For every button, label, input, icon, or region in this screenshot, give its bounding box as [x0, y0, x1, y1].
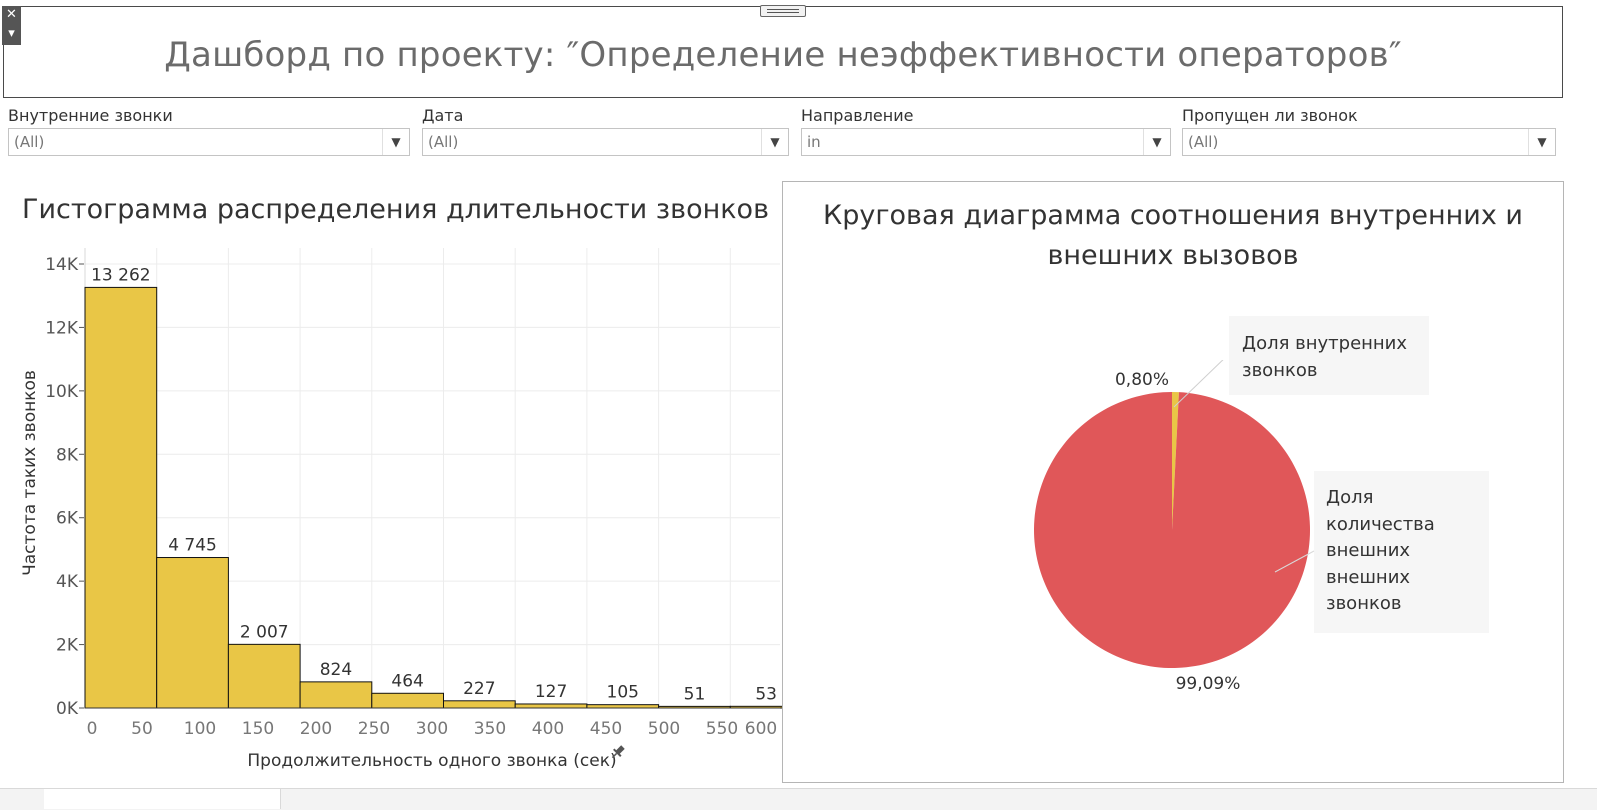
chevron-down-icon[interactable]: ▼ [1143, 129, 1170, 155]
histogram-bar[interactable] [371, 692, 444, 709]
y-tick-label: 14K [45, 255, 79, 275]
pie-percent-label: 0,80% [1115, 370, 1169, 390]
callout-line: Доля внутренних [1242, 333, 1408, 354]
bar-value-label: 464 [391, 671, 423, 691]
bar-value-label: 13 262 [91, 265, 150, 285]
chevron-down-icon[interactable]: ▼ [1528, 129, 1555, 155]
y-tick-label: 8K [56, 445, 79, 465]
filter-date: Дата (All) ▼ [422, 104, 789, 156]
callout-line: внешних [1326, 540, 1411, 561]
sheet-tab[interactable] [184, 789, 217, 809]
filter-internal-calls: Внутренние звонки (All) ▼ [8, 104, 410, 156]
bar-value-label: 105 [607, 683, 639, 703]
dashboard-title-box: Дашборд по проекту: ″Определение неэффек… [3, 6, 1563, 98]
x-tick-label: 350 [474, 719, 506, 739]
leader-line [1173, 360, 1224, 408]
y-tick-label: 4K [56, 572, 79, 592]
x-tick-label: 600 [745, 719, 777, 739]
histogram-bar[interactable] [299, 681, 373, 709]
x-tick-label: 550 [706, 719, 738, 739]
histogram-bar[interactable] [84, 286, 158, 709]
x-tick-label: 500 [648, 719, 680, 739]
leader-line [1274, 550, 1315, 573]
callout-line: внешних [1326, 566, 1411, 588]
pie-title: Круговая диаграмма соотношения внутренни… [783, 196, 1563, 276]
pie-title-line: Круговая диаграмма соотношения внутренни… [823, 200, 1523, 231]
callout-line: звонков [1242, 360, 1318, 381]
callout-line: звонков [1326, 593, 1402, 614]
callout-line: количества [1326, 513, 1435, 535]
filter-label: Внутренние звонки [8, 106, 173, 125]
drag-handle-icon[interactable] [760, 5, 806, 17]
filter-label: Пропущен ли звонок [1182, 106, 1358, 125]
x-tick-label: 400 [532, 719, 564, 739]
histogram-title: Гистограмма распределения длительности з… [22, 194, 769, 225]
filter-value: (All) [1188, 133, 1219, 151]
filter-value: (All) [14, 133, 45, 151]
y-tick-label: 10K [45, 382, 79, 402]
histogram-bar[interactable] [156, 557, 229, 709]
filter-label: Направление [801, 106, 914, 125]
bar-value-label: 227 [463, 679, 495, 699]
callout-external: Доля количества внешних внешних звонков [1314, 471, 1489, 633]
filter-value: (All) [428, 133, 459, 151]
dashboard-title: Дашборд по проекту: ″Определение неэффек… [164, 35, 1402, 75]
y-axis-label: Частота таких звонков [20, 370, 40, 576]
histogram-bar[interactable] [514, 703, 588, 709]
filter-internal-calls-select[interactable]: (All) ▼ [8, 128, 410, 156]
filter-date-select[interactable]: (All) ▼ [422, 128, 789, 156]
close-icon[interactable]: ✕ [6, 7, 17, 22]
x-tick-label: 250 [358, 719, 390, 739]
x-tick-label: 150 [242, 719, 274, 739]
filter-direction-select[interactable]: in ▼ [801, 128, 1171, 156]
pie-title-line: внешних вызовов [1047, 240, 1299, 271]
x-tick-label: 0 [87, 719, 98, 739]
pie-chart[interactable]: 0,80% 99,09% [1000, 360, 1330, 700]
bar-value-label: 4 745 [168, 536, 217, 556]
callout-internal: Доля внутренних звонков [1229, 316, 1429, 395]
x-axis-label: Продолжительность одного звонка (сек) [247, 751, 616, 771]
chevron-down-icon[interactable]: ▼ [761, 129, 788, 155]
x-tick-label: 200 [300, 719, 332, 739]
filter-direction: Направление in ▼ [801, 104, 1171, 156]
pie-slice[interactable] [1034, 392, 1310, 668]
filter-value: in [807, 133, 821, 151]
pin-icon[interactable] [609, 744, 627, 762]
pie-panel: Круговая диаграмма соотношения внутренни… [782, 181, 1564, 783]
x-tick-label: 100 [184, 719, 216, 739]
y-tick-label: 0K [56, 699, 79, 719]
filter-missed-select[interactable]: (All) ▼ [1182, 128, 1556, 156]
bottom-tab-bar [0, 788, 1597, 810]
histogram-bar[interactable] [443, 700, 516, 709]
y-tick-label: 6K [56, 509, 79, 529]
histogram-bar[interactable] [227, 643, 301, 709]
sheet-tab[interactable] [216, 789, 249, 809]
filter-label: Дата [422, 106, 464, 125]
container-controls[interactable]: ✕ ▾ [2, 6, 21, 45]
bar-value-label: 2 007 [240, 622, 289, 642]
histogram-chart[interactable]: 13 262 4 745 2 007 824 464 227 127 105 51 53 0K 2K… [0, 240, 782, 785]
menu-dropdown-icon[interactable]: ▾ [8, 26, 15, 41]
x-tick-label: 50 [131, 719, 153, 739]
filter-missed: Пропущен ли звонок (All) ▼ [1182, 104, 1556, 156]
y-tick-label: 12K [45, 318, 79, 338]
bar-value-label: 51 [684, 684, 706, 704]
sheet-tab[interactable] [44, 789, 185, 809]
x-tick-label: 300 [416, 719, 448, 739]
callout-line: Доля [1326, 487, 1374, 508]
pie-percent-label: 99,09% [1176, 674, 1241, 694]
bar-value-label: 127 [535, 682, 567, 702]
chevron-down-icon[interactable]: ▼ [382, 129, 409, 155]
pie-slice[interactable] [1172, 392, 1179, 530]
x-tick-label: 450 [590, 719, 622, 739]
y-tick-label: 2K [56, 636, 79, 656]
bar-value-label: 824 [320, 660, 352, 680]
bar-value-label: 53 [755, 684, 777, 704]
sheet-tab[interactable] [248, 789, 281, 809]
